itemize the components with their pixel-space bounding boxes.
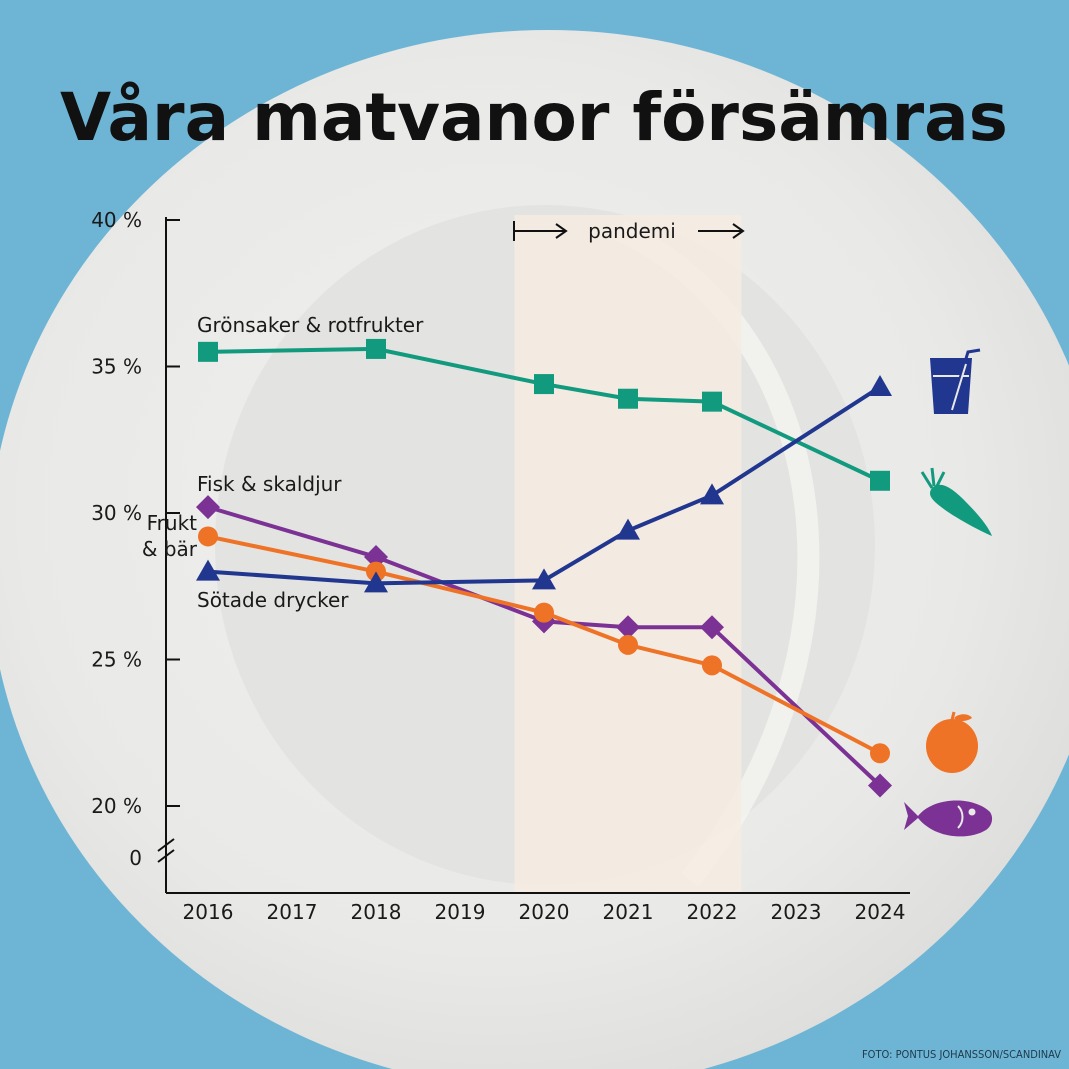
series-line	[207, 505, 882, 787]
x-tick-label: 2024	[855, 900, 906, 924]
pandemic-arrow	[513, 221, 745, 241]
series-fish	[196, 495, 892, 798]
data-point	[868, 375, 892, 397]
x-tick-label: 2020	[519, 900, 570, 924]
series-label-fruit-line: Frukt	[147, 511, 198, 535]
data-point	[364, 571, 388, 593]
data-point	[868, 773, 892, 798]
x-tick-label: 2019	[435, 900, 486, 924]
series-label-fruit-line: & bär	[142, 537, 198, 561]
y-tick-group: 40 % 35 % 30 % 25 % 20 % 0	[91, 208, 180, 870]
carrot-icon	[920, 467, 992, 536]
data-point	[618, 388, 638, 409]
y-tick-label: 20 %	[91, 794, 142, 818]
series-sweet-drinks	[196, 375, 892, 593]
chart-title: Våra matvanor försämras	[60, 79, 1008, 156]
data-point	[702, 391, 722, 412]
data-point	[700, 615, 724, 640]
data-point	[366, 338, 386, 359]
data-point	[198, 341, 218, 362]
data-point	[618, 634, 638, 655]
fish-icon	[904, 800, 993, 837]
y-tick-label: 30 %	[91, 501, 142, 525]
series-line	[207, 534, 881, 756]
data-point	[702, 655, 722, 676]
data-point	[616, 615, 640, 640]
series-label-sweet-drinks: Sötade drycker	[197, 588, 349, 612]
axis-break	[157, 838, 175, 863]
data-point	[198, 526, 218, 547]
y-tick-label: 25 %	[91, 648, 142, 672]
data-point	[196, 495, 220, 520]
pandemic-band	[514, 215, 742, 893]
x-tick-group: 2016 2017 2018 2019 2020 2021 2022 2023 2024	[183, 900, 906, 924]
photo-credit: FOTO: PONTUS JOHANSSON/SCANDINAV	[862, 1048, 1061, 1061]
glass-icon	[930, 348, 981, 414]
y-tick-label: 40 %	[91, 208, 142, 232]
x-tick-label: 2016	[183, 900, 234, 924]
x-tick-label: 2018	[351, 900, 402, 924]
pandemic-label: pandemi	[588, 219, 676, 243]
data-point	[532, 568, 556, 590]
y-tick-label: 35 %	[91, 355, 142, 379]
series-vegetables	[198, 338, 890, 491]
x-tick-label: 2022	[687, 900, 738, 924]
series-line	[207, 385, 882, 586]
series-line	[207, 346, 881, 483]
data-point	[700, 483, 724, 505]
data-point	[534, 602, 554, 623]
series-layer	[196, 338, 892, 798]
x-tick-label: 2021	[603, 900, 654, 924]
x-tick-label: 2017	[267, 900, 318, 924]
series-fruit	[198, 526, 890, 764]
data-point	[534, 374, 554, 395]
series-label-fruit: Frukt & bär	[142, 511, 198, 561]
data-point	[196, 559, 220, 581]
axes	[157, 217, 910, 894]
apple-icon	[926, 711, 978, 773]
series-label-vegetables: Grönsaker & rotfrukter	[197, 313, 424, 337]
data-point	[870, 470, 890, 491]
data-point	[870, 743, 890, 764]
data-point	[616, 518, 640, 540]
x-tick-label: 2023	[771, 900, 822, 924]
data-point	[364, 544, 388, 569]
y-tick-label-zero: 0	[129, 846, 142, 870]
series-label-fish: Fisk & skaldjur	[197, 472, 342, 496]
